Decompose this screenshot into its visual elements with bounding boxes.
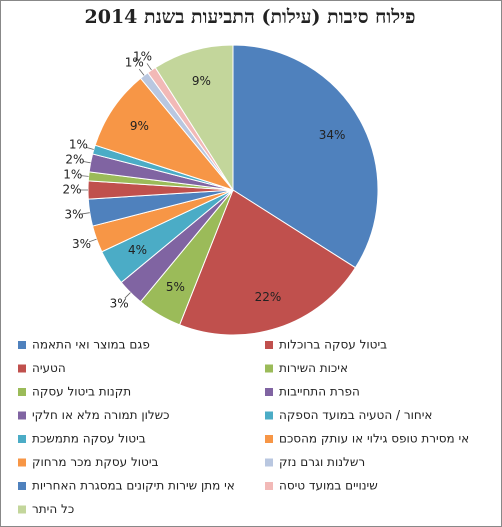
leader-line	[146, 63, 152, 71]
pie-slice	[178, 189, 357, 336]
pie-slice	[232, 44, 379, 269]
legend-label: רשלנות וגרם נזק	[279, 455, 365, 469]
data-label: 2%	[65, 152, 84, 166]
legend-swatch	[265, 364, 273, 373]
pie-slice	[154, 44, 234, 192]
legend-swatch	[18, 341, 26, 349]
pie-slice	[94, 77, 235, 192]
leader-line	[80, 175, 89, 177]
data-label: 9%	[130, 119, 149, 133]
leader-line	[81, 212, 90, 215]
legend-swatch	[18, 364, 26, 373]
legend-swatch	[265, 388, 273, 396]
legend-swatch	[265, 458, 273, 467]
legend-swatch	[18, 482, 26, 490]
legend-label: שינויים במועד טיסה	[279, 479, 378, 493]
legend-label: ביטול עסקת מכר מרחוק	[32, 455, 159, 469]
legend-swatch	[18, 505, 26, 514]
legend-swatch	[18, 435, 26, 443]
data-label: 1%	[69, 138, 88, 152]
data-label: 1%	[133, 49, 152, 63]
legend-label: אי מסירת טופס גילוי או עותק מהסכם	[279, 432, 469, 446]
legend-swatch	[18, 388, 26, 396]
data-label: 2%	[62, 183, 81, 197]
legend-swatch	[265, 435, 273, 443]
data-label: 3%	[64, 208, 83, 222]
leader-line	[138, 68, 145, 76]
leader-line	[88, 238, 97, 243]
data-label: 9%	[192, 74, 211, 88]
leader-line	[124, 292, 131, 299]
data-label: 22%	[255, 290, 282, 304]
data-label: 5%	[166, 280, 185, 294]
legend-swatch	[18, 411, 26, 420]
leader-line	[82, 160, 91, 164]
legend-label: הפרת התחייבות	[279, 385, 360, 399]
legend-label: הטעיה	[32, 361, 66, 375]
legend-label: ביטול עסקה מתמשכת	[32, 432, 146, 446]
legend-label: כל היתר	[32, 502, 74, 516]
leader-line	[85, 146, 94, 150]
legend-label: איחור / הטעיה במועד הספקה	[279, 408, 432, 422]
legend-label: איכות השירות	[279, 361, 348, 375]
data-label: 34%	[319, 128, 346, 142]
data-label: 1%	[63, 167, 82, 181]
legend-label: כשלון תמורה מלא או חלקי	[32, 408, 170, 422]
legend-swatch	[265, 341, 273, 349]
chart-title: פילוח סיבות (עילות) התביעות בשנת 2014	[85, 6, 416, 28]
data-label: 4%	[128, 243, 147, 257]
legend-swatch	[265, 482, 273, 490]
legend-label: פגם במוצר ואי התאמה	[32, 338, 150, 352]
legend-label: ביטול עסקה ברוכלות	[279, 338, 387, 352]
data-label: 3%	[72, 237, 91, 251]
data-label: 1%	[125, 55, 144, 69]
legend-label: תקנות ביטול עסקה	[32, 385, 131, 399]
legend-swatch	[18, 458, 26, 467]
legend-swatch	[265, 411, 273, 420]
legend-label: אי מתן שירות תיקונים במסגרת האחריות	[32, 479, 235, 493]
data-label: 3%	[110, 296, 129, 310]
